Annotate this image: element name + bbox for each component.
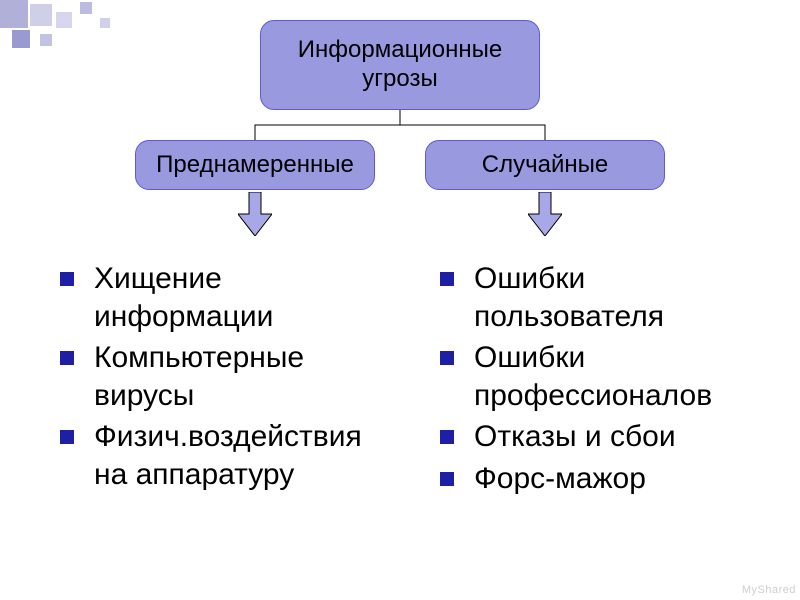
deco-square xyxy=(80,2,92,14)
corner-decoration xyxy=(0,0,160,50)
root-node: Информационные угрозы xyxy=(260,20,540,110)
deco-square xyxy=(56,12,72,28)
child-node-right: Случайные xyxy=(425,140,665,190)
list-left: Хищение информации Компьютерные вирусы Ф… xyxy=(0,260,400,501)
child-left-label: Преднамеренные xyxy=(156,151,354,180)
list-item: Форс-мажор xyxy=(440,460,770,498)
list-item: Отказы и сбои xyxy=(440,418,770,456)
deco-square xyxy=(100,18,110,28)
right-bullets: Ошибки пользователя Ошибки профессионало… xyxy=(440,260,770,497)
list-right: Ошибки пользователя Ошибки профессионало… xyxy=(400,260,800,501)
watermark: MyShared xyxy=(742,584,796,596)
child-node-left: Преднамеренные xyxy=(135,140,375,190)
list-item: Ошибки профессионалов xyxy=(440,339,770,414)
deco-square xyxy=(30,4,52,26)
root-label: Информационные угрозы xyxy=(261,36,539,94)
child-right-label: Случайные xyxy=(482,151,608,180)
connector-lines xyxy=(135,110,665,140)
list-item: Хищение информации xyxy=(60,260,370,335)
left-bullets: Хищение информации Компьютерные вирусы Ф… xyxy=(60,260,370,493)
deco-square xyxy=(40,34,52,46)
list-item: Ошибки пользователя xyxy=(440,260,770,335)
deco-square xyxy=(0,0,28,28)
lists-container: Хищение информации Компьютерные вирусы Ф… xyxy=(0,260,800,501)
arrow-down-right-icon xyxy=(528,192,562,236)
arrow-down-left-icon xyxy=(238,192,272,236)
deco-square xyxy=(12,30,30,48)
list-item: Физич.воздействия на аппаратуру xyxy=(60,418,370,493)
list-item: Компьютерные вирусы xyxy=(60,339,370,414)
